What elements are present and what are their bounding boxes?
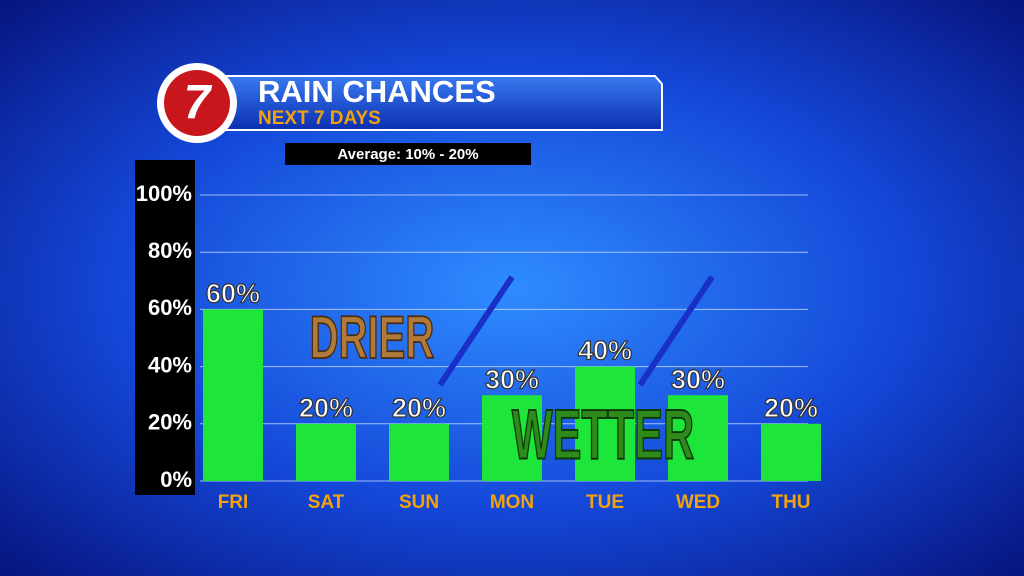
value-label: 30% bbox=[671, 364, 725, 394]
chart-subtitle: NEXT 7 DAYS bbox=[258, 108, 381, 129]
bar bbox=[761, 423, 821, 481]
bar bbox=[296, 423, 356, 481]
average-note: Average: 10% - 20% bbox=[337, 146, 478, 163]
x-tick-label: TUE bbox=[586, 492, 624, 513]
y-tick-label: 20% bbox=[148, 410, 192, 435]
bar bbox=[482, 395, 542, 481]
y-tick-label: 60% bbox=[148, 295, 192, 320]
logo-text: 7 bbox=[184, 77, 213, 130]
chart-title: RAIN CHANCES bbox=[258, 74, 496, 109]
bar bbox=[575, 366, 635, 481]
x-tick-label: WED bbox=[676, 492, 720, 513]
trend-arrow bbox=[637, 275, 715, 387]
wetter-label: WETTER bbox=[512, 396, 694, 474]
axis-panel bbox=[135, 160, 195, 495]
average-box bbox=[285, 143, 531, 165]
x-tick-label: SAT bbox=[308, 492, 345, 513]
trend-arrow bbox=[437, 275, 515, 387]
value-label: 20% bbox=[764, 393, 818, 423]
y-tick-label: 80% bbox=[148, 238, 192, 263]
x-tick-label: MON bbox=[490, 492, 534, 513]
value-label: 30% bbox=[485, 364, 539, 394]
value-label: 40% bbox=[578, 336, 632, 366]
x-tick-label: FRI bbox=[218, 492, 249, 513]
drier-label: DRIER bbox=[310, 304, 434, 371]
value-label: 60% bbox=[206, 279, 260, 309]
value-label: 20% bbox=[299, 393, 353, 423]
value-label: 20% bbox=[392, 393, 446, 423]
y-tick-label: 40% bbox=[148, 352, 192, 377]
bar bbox=[203, 309, 263, 481]
y-tick-label: 100% bbox=[136, 181, 192, 206]
logo-disc bbox=[164, 70, 230, 136]
bar bbox=[668, 395, 728, 481]
y-tick-label: 0% bbox=[160, 467, 192, 492]
x-tick-label: THU bbox=[771, 492, 810, 513]
x-tick-label: SUN bbox=[399, 492, 439, 513]
bar bbox=[389, 423, 449, 481]
